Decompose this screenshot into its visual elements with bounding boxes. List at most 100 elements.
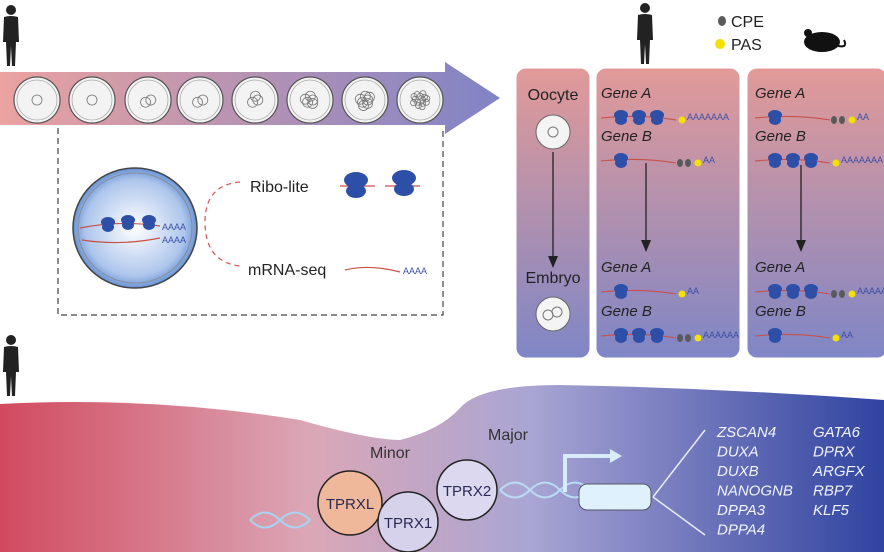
target-gene: DPPA3: [717, 502, 766, 519]
pas-icon: [848, 116, 856, 124]
human-icon: [3, 5, 19, 66]
target-gene: GATA6: [813, 424, 861, 441]
poly-a-tail: AAAAAA: [857, 286, 884, 296]
activation-landscape: [0, 385, 884, 552]
cell-icon: [72, 167, 198, 289]
poly-a-tail: AAAAAAA: [687, 112, 729, 122]
cell-icon: [231, 76, 279, 124]
poly-a-tail: AA: [841, 330, 853, 340]
pas-icon: [715, 39, 725, 49]
oocyte-label: Oocyte: [528, 87, 579, 104]
ribosome-icon: [142, 215, 156, 230]
ribosome-icon: [614, 328, 628, 343]
mouse-icon: [804, 29, 847, 52]
tprx2-label: TPRX2: [443, 483, 491, 500]
ribosome-icon: [121, 215, 135, 230]
target-gene: DPRX: [813, 444, 856, 461]
dna-icon: [249, 511, 311, 529]
ribosome-icon: [101, 217, 115, 232]
gene-label: Gene A: [755, 259, 805, 276]
legend-cpe: CPE: [731, 14, 764, 31]
target-bracket: [652, 429, 706, 536]
ribosome-icon: [614, 110, 628, 125]
cell-icon: [124, 76, 172, 124]
cpe-icon: [839, 116, 845, 124]
poly-a-tail: AA: [857, 112, 869, 122]
cpe-icon: [831, 290, 837, 298]
gene-label: Gene B: [601, 128, 652, 145]
poly-a-tail: AAAA: [162, 222, 186, 232]
pas-icon: [694, 159, 702, 167]
ribosome-icon: [632, 110, 646, 125]
cell-icon: [13, 76, 61, 124]
target-gene: ARGFX: [812, 463, 866, 480]
oocyte-icon: [535, 114, 571, 150]
ribosome-icon: [650, 110, 664, 125]
tprx1-label: TPRX1: [384, 515, 432, 532]
branch-line: [204, 181, 241, 267]
gene-label: Gene A: [601, 85, 651, 102]
ribosome-icon: [614, 284, 628, 299]
ribosome-icon: [804, 153, 818, 168]
dashed-box: [57, 128, 444, 316]
tprx2-factor: [436, 459, 498, 521]
ribosome-icon: [632, 328, 646, 343]
poly-a-tail: AA: [703, 155, 715, 165]
tprxl-label: TPRXL: [326, 496, 374, 513]
gene-label: Gene B: [755, 303, 806, 320]
tprx1-factor: [377, 491, 439, 552]
major-label: Major: [488, 427, 529, 444]
cpe-icon: [677, 159, 683, 167]
target-gene: DPPA4: [717, 522, 765, 539]
cpe-icon: [839, 290, 845, 298]
tprxl-factor: [317, 470, 383, 536]
dna-icon: [499, 481, 591, 499]
cell-icon: [68, 76, 116, 124]
pas-icon: [848, 290, 856, 298]
gene-label: Gene A: [601, 259, 651, 276]
embryo-label: Embryo: [525, 270, 580, 287]
target-gene: DUXA: [717, 444, 759, 461]
ribosome-icon: [614, 153, 628, 168]
target-gene: ZSCAN4: [716, 424, 776, 441]
mrna-seq-label: mRNA-seq: [248, 262, 326, 279]
cpe-icon: [685, 334, 691, 342]
target-gene: KLF5: [813, 502, 850, 519]
ribosome-icon: [768, 110, 782, 125]
pas-icon: [832, 334, 840, 342]
poly-a-tail: AAAA: [403, 266, 427, 276]
poly-a-tail: AAAAAAA: [841, 155, 883, 165]
minor-label: Minor: [370, 445, 411, 462]
ribosome-icon: [768, 328, 782, 343]
legend-pas: PAS: [731, 37, 762, 54]
ribosome-icon: [768, 284, 782, 299]
ribosome-icon: [804, 284, 818, 299]
ribosome-icon: [392, 170, 416, 196]
pas-icon: [678, 116, 686, 124]
gene-box: [578, 483, 652, 511]
promoter-arrow: [563, 454, 612, 492]
cpe-icon: [718, 16, 726, 26]
cpe-icon: [831, 116, 837, 124]
ribosome-icon: [768, 153, 782, 168]
target-gene: RBP7: [813, 483, 853, 500]
embryo-stages: [13, 76, 444, 124]
ribosome-icon: [344, 172, 368, 198]
target-gene: DUXB: [717, 463, 759, 480]
gene-label: Gene B: [601, 303, 652, 320]
human-icon: [3, 335, 19, 396]
mouse-panel: [746, 67, 884, 359]
human-panel: [595, 67, 741, 359]
target-gene: NANOGNB: [717, 483, 793, 500]
pas-icon: [678, 290, 686, 298]
poly-a-tail: AA: [687, 286, 699, 296]
poly-a-tail: AAAA: [162, 235, 186, 245]
ribosome-icon: [786, 284, 800, 299]
ribo-lite-label: Ribo-lite: [250, 179, 309, 196]
gene-label: Gene A: [755, 85, 805, 102]
cpe-icon: [677, 334, 683, 342]
pas-icon: [832, 159, 840, 167]
ribosome-icon: [786, 153, 800, 168]
human-icon: [637, 3, 653, 64]
